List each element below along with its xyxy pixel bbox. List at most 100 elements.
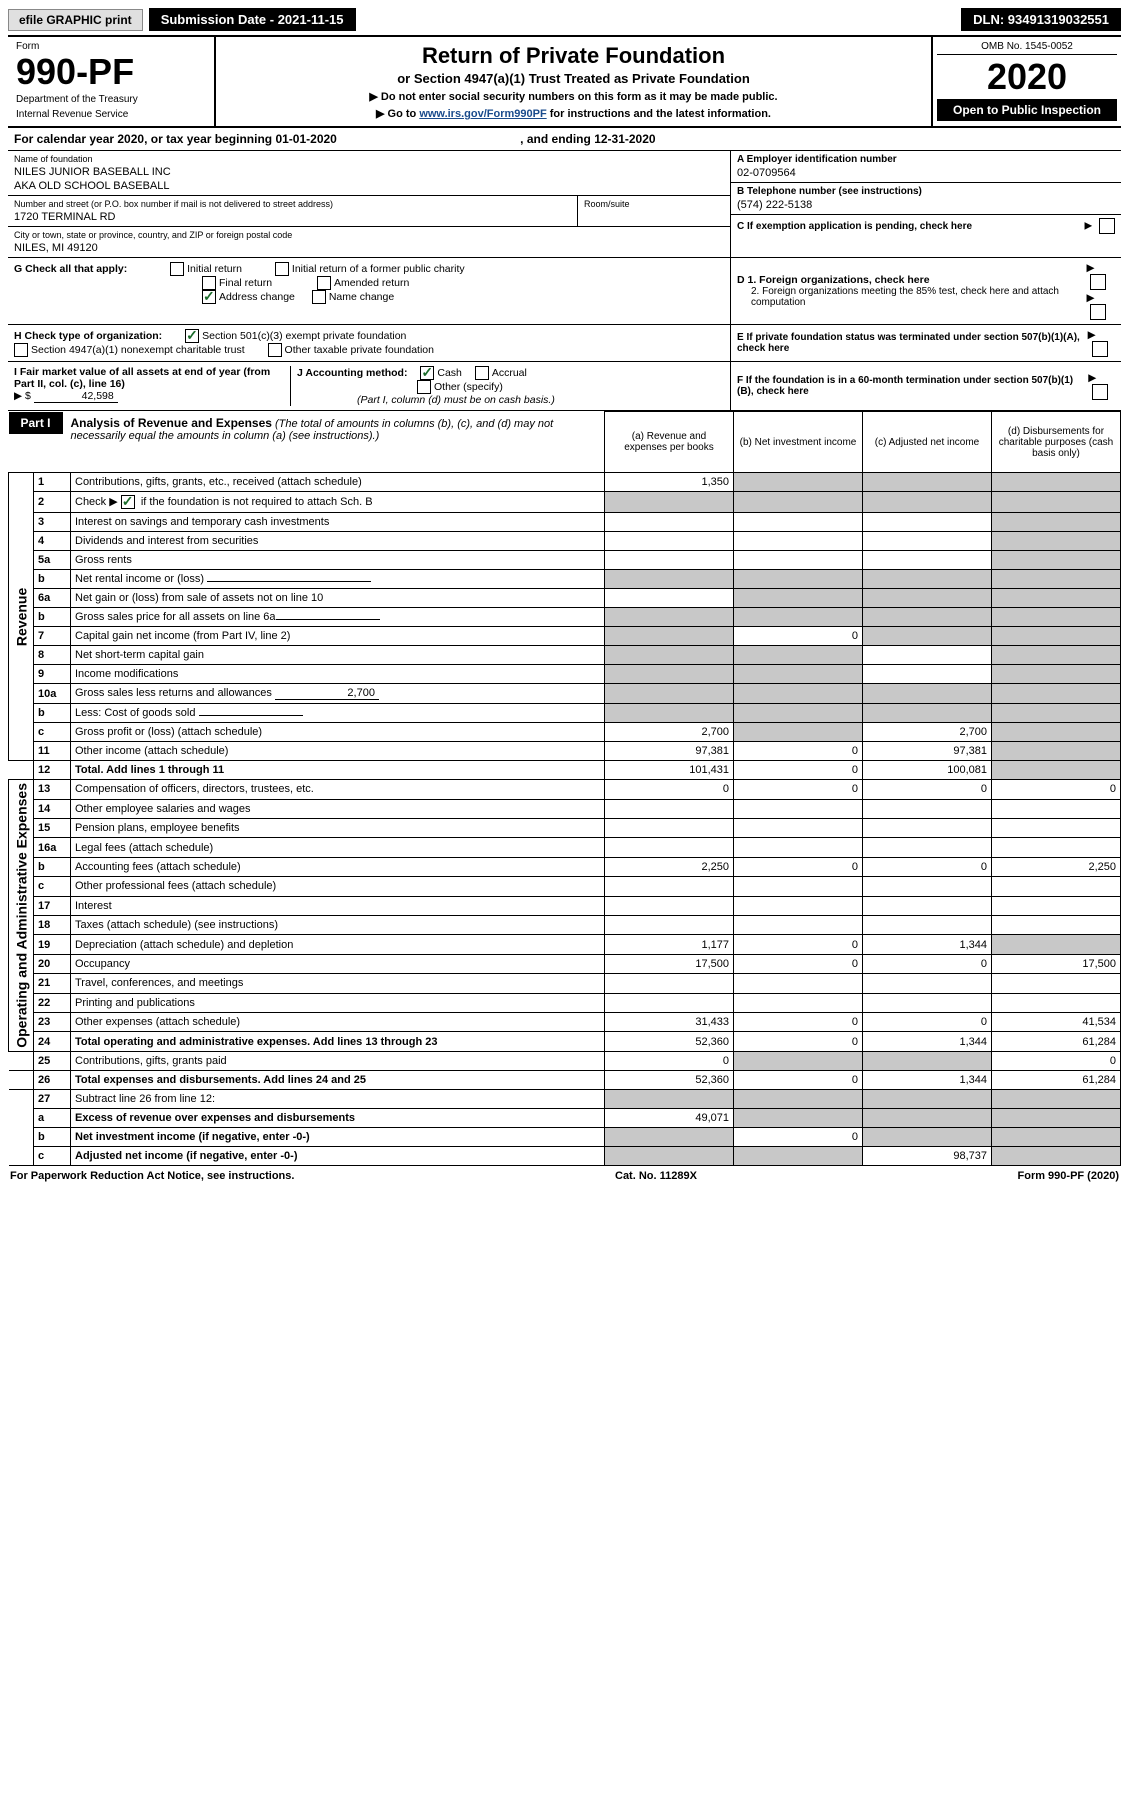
l27c-desc: Adjusted net income (if negative, enter … <box>71 1146 605 1165</box>
l17-b <box>734 896 863 915</box>
g-amended-return-label: Amended return <box>334 277 409 289</box>
g-name-change-checkbox[interactable] <box>312 290 326 304</box>
l7-num: 7 <box>34 627 71 646</box>
phone-value: (574) 222-5138 <box>737 199 1115 211</box>
l26-c: 1,344 <box>863 1070 992 1089</box>
l27b-b: 0 <box>734 1127 863 1146</box>
l27-c <box>863 1089 992 1108</box>
line-11: 11 Other income (attach schedule) 97,381… <box>9 742 1121 761</box>
j-cash-checkbox[interactable] <box>420 366 434 380</box>
l13-num: 13 <box>34 780 71 799</box>
l16a-desc: Legal fees (attach schedule) <box>71 838 605 857</box>
top-bar-left: efile GRAPHIC print Submission Date - 20… <box>8 8 356 31</box>
g-initial-former-checkbox[interactable] <box>275 262 289 276</box>
g-initial-return-checkbox[interactable] <box>170 262 184 276</box>
g-opt-name: Name change <box>312 291 394 303</box>
line-15: 15 Pension plans, employee benefits <box>9 818 1121 837</box>
f-checkbox[interactable] <box>1092 384 1108 400</box>
l16b-c: 0 <box>863 857 992 876</box>
l13-d: 0 <box>992 780 1121 799</box>
j-other-checkbox[interactable] <box>417 380 431 394</box>
l26-a: 52,360 <box>605 1070 734 1089</box>
line-16b: b Accounting fees (attach schedule) 2,25… <box>9 857 1121 876</box>
l27a-d <box>992 1108 1121 1127</box>
l25-desc: Contributions, gifts, grants paid <box>71 1051 605 1070</box>
j-note: (Part I, column (d) must be on cash basi… <box>357 394 555 406</box>
line-10a: 10a Gross sales less returns and allowan… <box>9 684 1121 704</box>
g-amended-return-checkbox[interactable] <box>317 276 331 290</box>
l18-desc: Taxes (attach schedule) (see instruction… <box>71 915 605 934</box>
l6b-desc: Gross sales price for all assets on line… <box>71 608 605 627</box>
l7-desc: Capital gain net income (from Part IV, l… <box>71 627 605 646</box>
d1-checkbox[interactable] <box>1090 274 1106 290</box>
l23-b: 0 <box>734 1012 863 1031</box>
j-accrual-checkbox[interactable] <box>475 366 489 380</box>
l27b-a <box>605 1127 734 1146</box>
l9-b <box>734 665 863 684</box>
l25-d: 0 <box>992 1051 1121 1070</box>
info-left: Name of foundation NILES JUNIOR BASEBALL… <box>8 151 730 257</box>
section-d-boxes: ▶ ▶ <box>1086 262 1115 320</box>
foundation-name-1: NILES JUNIOR BASEBALL INC <box>14 166 724 178</box>
l22-b <box>734 993 863 1012</box>
line-3: 3 Interest on savings and temporary cash… <box>9 513 1121 532</box>
l16b-num: b <box>34 857 71 876</box>
j-cash-opt: Cash <box>420 367 462 379</box>
line-10b: b Less: Cost of goods sold <box>9 704 1121 723</box>
e-checkbox[interactable] <box>1092 341 1108 357</box>
exemption-pending-checkbox[interactable] <box>1099 218 1115 234</box>
g-opt-address: Address change <box>202 291 295 303</box>
l14-a <box>605 799 734 818</box>
form-number: 990-PF <box>16 54 206 90</box>
open-public-badge: Open to Public Inspection <box>937 99 1117 121</box>
h-other-taxable-checkbox[interactable] <box>268 343 282 357</box>
exemption-pending-arrow: ▶ <box>1085 218 1115 234</box>
h-4947-checkbox[interactable] <box>14 343 28 357</box>
l19-a: 1,177 <box>605 935 734 954</box>
calendar-year-row: For calendar year 2020, or tax year begi… <box>8 128 1121 151</box>
l19-d <box>992 935 1121 954</box>
l17-desc: Interest <box>71 896 605 915</box>
l17-a <box>605 896 734 915</box>
line-5b: b Net rental income or (loss) <box>9 570 1121 589</box>
l8-num: 8 <box>34 646 71 665</box>
l4-b <box>734 532 863 551</box>
j-accrual-label: Accrual <box>492 367 527 379</box>
line-12: 12 Total. Add lines 1 through 11 101,431… <box>9 761 1121 780</box>
g-address-change-checkbox[interactable] <box>202 290 216 304</box>
l2-desc-pre: Check ▶ <box>75 496 118 508</box>
l11-desc: Other income (attach schedule) <box>71 742 605 761</box>
l13-a: 0 <box>605 780 734 799</box>
l3-num: 3 <box>34 513 71 532</box>
d1-label: D 1. Foreign organizations, check here <box>737 274 1086 286</box>
dept-irs: Internal Revenue Service <box>16 109 206 120</box>
part1-desc: Analysis of Revenue and Expenses (The to… <box>63 412 604 446</box>
d2-checkbox[interactable] <box>1090 304 1106 320</box>
l19-num: 19 <box>34 935 71 954</box>
section-h-e: H Check type of organization: Section 50… <box>8 325 1121 362</box>
h-501c3-checkbox[interactable] <box>185 329 199 343</box>
line-16c: c Other professional fees (attach schedu… <box>9 877 1121 896</box>
l10a-value: 2,700 <box>275 687 379 700</box>
l21-a <box>605 974 734 993</box>
l5a-desc: Gross rents <box>71 551 605 570</box>
l24-num: 24 <box>34 1032 71 1052</box>
l27b-desc: Net investment income (if negative, ente… <box>71 1127 605 1146</box>
l20-num: 20 <box>34 954 71 973</box>
note2-post: for instructions and the latest informat… <box>547 108 771 120</box>
header-center: Return of Private Foundation or Section … <box>216 37 931 126</box>
g-label: G Check all that apply: <box>14 263 127 275</box>
l6a-c <box>863 589 992 608</box>
l26-desc: Total expenses and disbursements. Add li… <box>71 1070 605 1089</box>
l14-b <box>734 799 863 818</box>
info-grid: Name of foundation NILES JUNIOR BASEBALL… <box>8 151 1121 258</box>
g-final-return-label: Final return <box>219 277 272 289</box>
form-instructions-link[interactable]: www.irs.gov/Form990PF <box>419 108 546 120</box>
l8-c <box>863 646 992 665</box>
l10a-b <box>734 684 863 704</box>
efile-print-button[interactable]: efile GRAPHIC print <box>8 9 143 31</box>
l2-checkbox[interactable] <box>121 495 135 509</box>
d2-arrow: ▶ <box>1086 292 1115 320</box>
line-20: 20 Occupancy 17,5000017,500 <box>9 954 1121 973</box>
header-title: Return of Private Foundation <box>224 43 923 69</box>
